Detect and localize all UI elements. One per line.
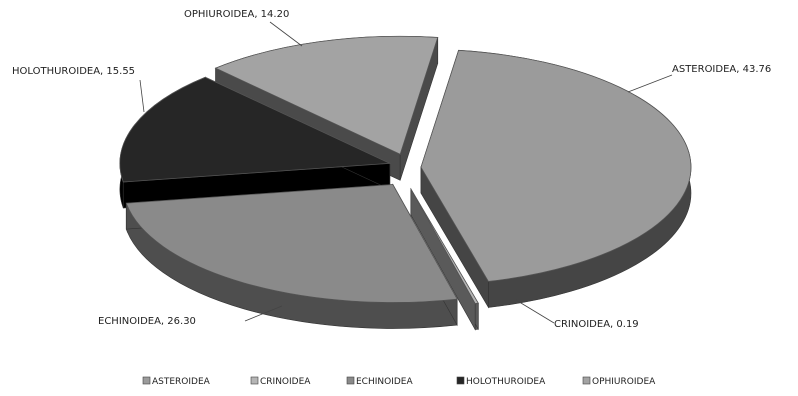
legend-swatch [250,376,259,385]
legend-label: HOLOTHUROIDEA [466,377,546,387]
legend-swatch [456,376,465,385]
leader-line [627,74,673,93]
legend-item-ophiuroidea: OPHIUROIDEA [582,376,656,387]
data-labels: ASTEROIDEA, 43.76 CRINOIDEA, 0.19 ECHINOID… [12,9,771,330]
pie-slice-holothuroidea [119,76,392,209]
legend-label: ECHINOIDEA [356,377,413,387]
data-label-asteroidea: ASTEROIDEA, 43.76 [672,64,771,75]
data-label-ophiuroidea: OPHIUROIDEA, 14.20 [184,9,289,20]
leader-line [139,79,145,113]
pie-slice-top [214,35,439,155]
leader-line [515,299,555,324]
legend-swatch [142,376,151,385]
legend-item-holothuroidea: HOLOTHUROIDEA [456,376,546,387]
data-label-crinoidea: CRINOIDEA, 0.19 [554,319,639,330]
pie-slice-top [410,188,479,304]
pie-slices [119,35,692,331]
legend-label: CRINOIDEA [260,377,311,387]
pie-slice-ophiuroidea [214,35,439,181]
leader-line [269,21,303,47]
legend-swatch [346,376,355,385]
legend-item-asteroidea: ASTEROIDEA [142,376,211,387]
pie-slice-crinoidea [410,187,479,331]
legend-item-crinoidea: CRINOIDEA [250,376,311,387]
data-label-holothuroidea: HOLOTHUROIDEA, 15.55 [12,66,135,77]
legend-label: ASTEROIDEA [152,377,211,387]
legend: ASTEROIDEA CRINOIDEA ECHINOIDEA HOLOTHUROID… [142,376,656,387]
pie-slice-top [125,184,458,303]
pie-slice-asteroidea [420,49,692,309]
legend-label: OPHIUROIDEA [592,377,656,387]
legend-item-echinoidea: ECHINOIDEA [346,376,413,387]
pie-slice-echinoidea [125,183,458,329]
pie-slice-top [119,76,392,183]
legend-swatch [582,376,591,385]
data-label-echinoidea: ECHINOIDEA, 26.30 [98,316,196,327]
leader-line [244,305,283,322]
pie-slice-top [420,49,692,282]
